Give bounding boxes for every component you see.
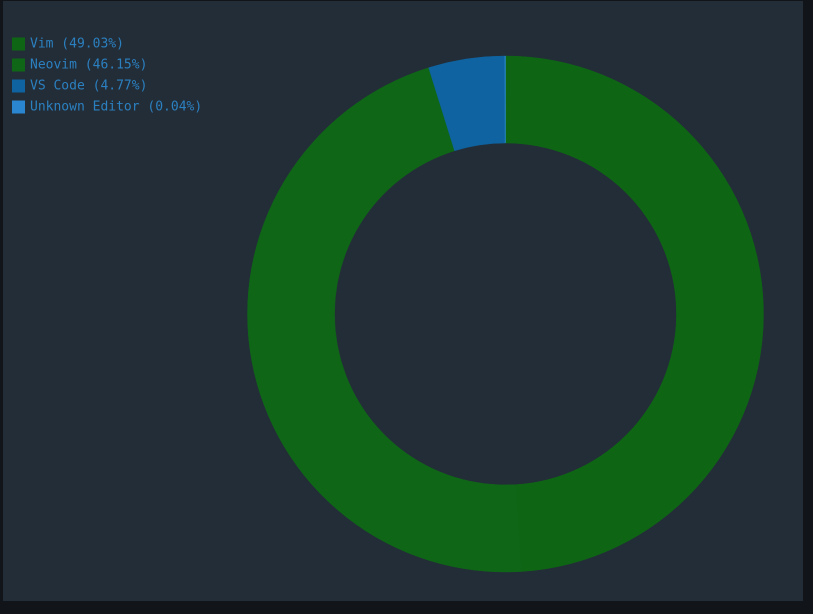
legend-label: Neovim (46.15%) <box>30 58 147 73</box>
legend-label: VS Code (4.77%) <box>30 79 147 94</box>
legend-swatch <box>12 58 25 72</box>
donut-slice <box>505 55 764 572</box>
legend-label: Unknown Editor (0.04%) <box>30 100 202 115</box>
legend-swatch <box>12 37 25 51</box>
legend-swatch <box>12 100 25 114</box>
legend-label: Vim (49.03%) <box>30 37 124 52</box>
donut-slice <box>247 67 522 573</box>
legend-swatch <box>12 79 25 93</box>
donut-slice <box>504 55 506 144</box>
